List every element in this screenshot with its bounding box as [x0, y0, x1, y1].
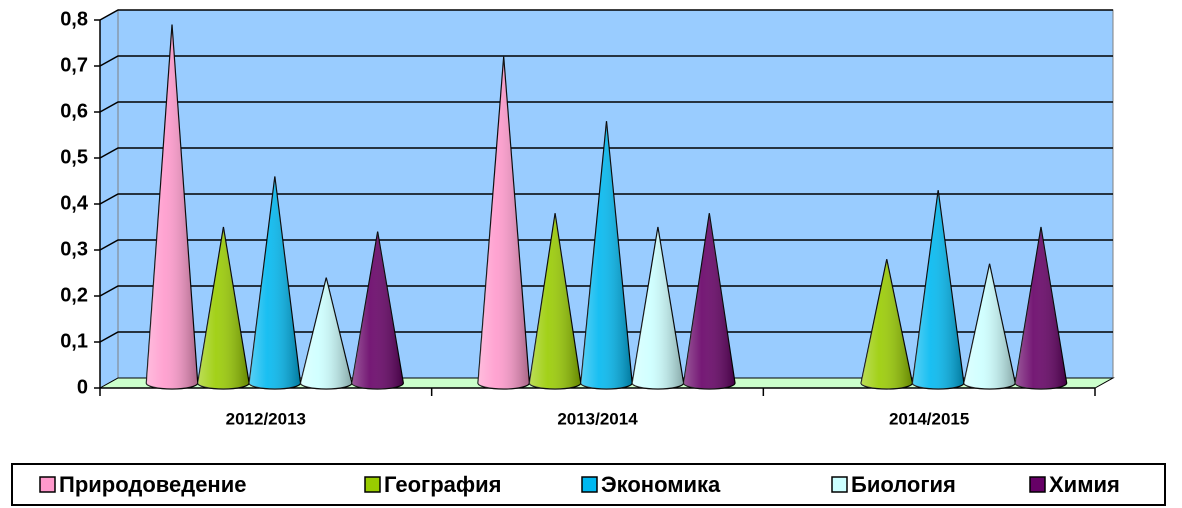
cone-shade	[477, 56, 530, 389]
cone-shade	[529, 213, 581, 389]
cone-shade	[912, 190, 964, 389]
y-tick-label: 0,2	[60, 284, 88, 306]
y-tick-label: 0,7	[60, 54, 88, 76]
cone-shade	[632, 227, 684, 389]
legend-swatch	[364, 476, 381, 493]
grid-line	[99, 9, 1113, 21]
cone-shade	[249, 176, 301, 390]
grid-line	[99, 193, 1113, 205]
legend-label: География	[384, 472, 501, 497]
legend-label: Экономика	[601, 472, 721, 497]
x-tick-label: 2012/2013	[226, 409, 306, 428]
y-tick-label: 0,3	[60, 238, 88, 260]
cone-shade	[300, 277, 352, 389]
cone-shade	[197, 227, 250, 389]
cone-shade	[146, 24, 198, 390]
cone-shade	[683, 213, 736, 389]
cone-shade	[351, 231, 404, 389]
legend-label: Химия	[1049, 472, 1120, 497]
grid-line	[99, 331, 1113, 343]
y-tick-label: 0,5	[60, 146, 88, 168]
grid-line	[99, 239, 1113, 251]
cone-shade	[861, 259, 913, 389]
legend-label: Природоведение	[59, 472, 246, 497]
y-tick-label: 0,4	[60, 192, 89, 214]
y-tick-label: 0,1	[60, 330, 88, 352]
y-tick-label: 0,6	[60, 100, 88, 122]
grid-line	[99, 55, 1113, 67]
legend-swatch	[1029, 476, 1046, 493]
cone-shade	[963, 263, 1016, 389]
grid-line	[99, 285, 1113, 297]
grid-line	[99, 101, 1113, 113]
y-tick-label: 0,8	[60, 8, 88, 30]
x-tick-label: 2013/2014	[557, 409, 638, 428]
y-tick-label: 0	[77, 376, 88, 398]
legend-swatch	[581, 476, 598, 493]
legend-swatch	[831, 476, 848, 493]
legend-swatch	[39, 476, 56, 493]
cone-shade	[1015, 227, 1067, 389]
x-tick-label: 2014/2015	[889, 409, 969, 428]
cone-shade	[580, 121, 633, 389]
legend-label: Биология	[851, 472, 956, 497]
grid-line	[99, 147, 1113, 159]
